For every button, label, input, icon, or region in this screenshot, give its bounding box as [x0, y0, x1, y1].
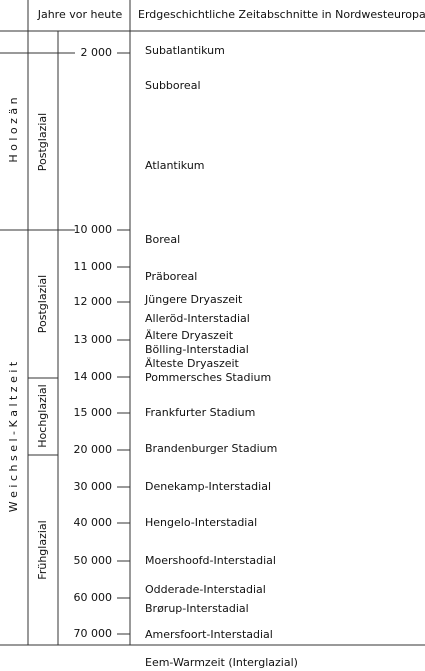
epoch-label: H o l o z ä n — [7, 97, 20, 162]
subdivision-label: Postglazial — [36, 275, 49, 333]
period-label: Boreal — [145, 233, 180, 246]
period-label: Brørup-Interstadial — [145, 602, 249, 615]
tick-label: 60 000 — [74, 591, 113, 604]
tick-label: 40 000 — [74, 516, 113, 529]
period-label: Denekamp-Interstadial — [145, 480, 271, 493]
period-label: Jüngere Dryaszeit — [144, 293, 243, 306]
header-years: Jahre vor heute — [37, 8, 123, 21]
period-label: Präboreal — [145, 270, 197, 283]
header-periods: Erdgeschichtliche Zeitabschnitte in Nord… — [138, 8, 425, 21]
tick-label: 2 000 — [81, 46, 113, 59]
period-label: Subatlantikum — [145, 44, 225, 57]
tick-label: 10 000 — [74, 223, 113, 236]
tick-label: 12 000 — [74, 295, 113, 308]
period-label: Bölling-Interstadial — [145, 343, 249, 356]
subdivision-label: Frühglazial — [36, 520, 49, 579]
period-label: Amersfoort-Interstadial — [145, 628, 273, 641]
period-label: Älteste Dryaszeit — [145, 357, 240, 370]
tick-label: 15 000 — [74, 406, 113, 419]
period-label: Alleröd-Interstadial — [145, 312, 250, 325]
period-label: Ältere Dryaszeit — [145, 329, 234, 342]
period-label: Odderade-Interstadial — [145, 583, 266, 596]
tick-label: 30 000 — [74, 480, 113, 493]
tick-label: 20 000 — [74, 443, 113, 456]
tick-label: 14 000 — [74, 370, 113, 383]
period-label: Brandenburger Stadium — [145, 442, 277, 455]
period-label: Frankfurter Stadium — [145, 406, 255, 419]
footer: Eem-Warmzeit (Interglazial) — [145, 656, 298, 669]
period-label: Moershoofd-Interstadial — [145, 554, 276, 567]
tick-label: 13 000 — [74, 333, 113, 346]
period-label: Pommersches Stadium — [145, 371, 271, 384]
tick-label: 70 000 — [74, 627, 113, 640]
period-label: Atlantikum — [145, 159, 205, 172]
period-label: Hengelo-Interstadial — [145, 516, 257, 529]
period-label: Subboreal — [145, 79, 201, 92]
subdivision-label: Postglazial — [36, 113, 49, 171]
epoch-label: W e i c h s e l - K a l t z e i t — [7, 361, 20, 512]
tick-label: 50 000 — [74, 554, 113, 567]
tick-label: 11 000 — [74, 260, 113, 273]
subdivision-label: Hochglazial — [36, 384, 49, 447]
